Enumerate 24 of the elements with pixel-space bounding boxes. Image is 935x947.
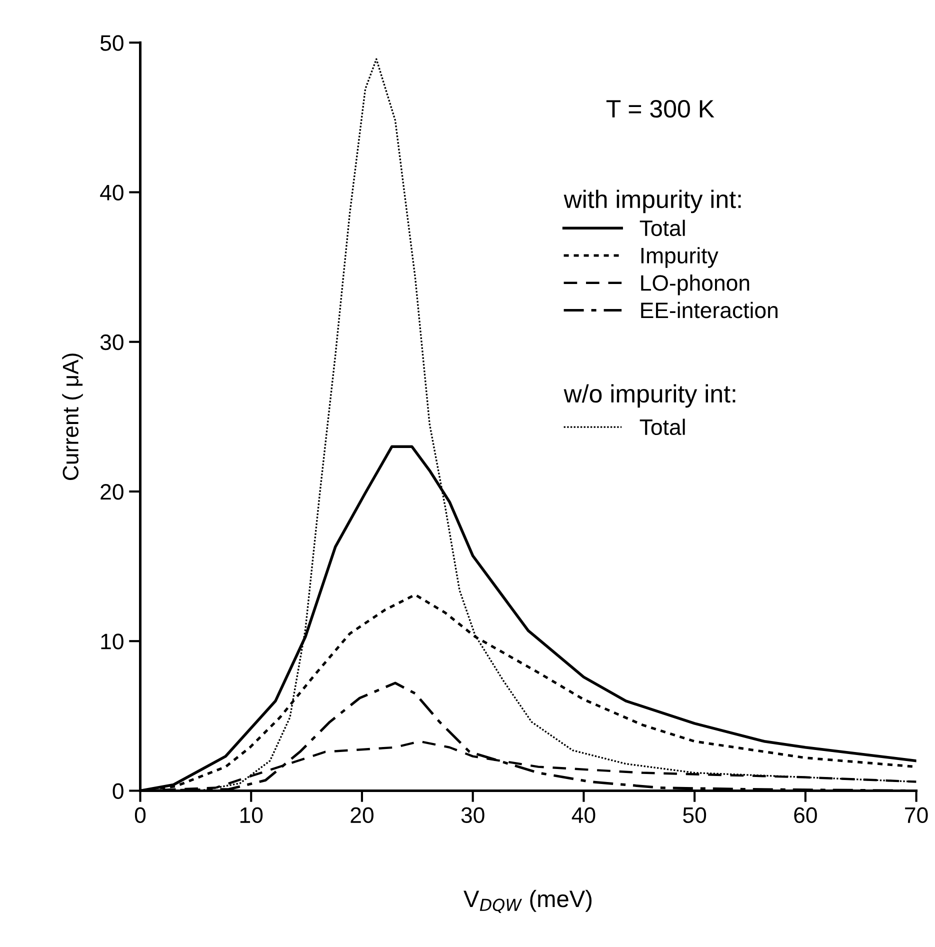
y-tick-label: 30 [100, 334, 124, 350]
y-axis-title: Current ( μA) [62, 354, 83, 480]
x-tick-label: 30 [461, 807, 484, 824]
x-tick-label: 70 [905, 807, 928, 824]
x-tick-label: 0 [134, 807, 146, 824]
y-tick-label: 10 [101, 634, 124, 650]
y-tick-label: 40 [100, 184, 124, 201]
annotation: T = 300 K [606, 100, 714, 118]
x-tick-label: 50 [683, 807, 706, 824]
y-tick-label: 20 [100, 484, 124, 500]
legend-label: Total [640, 418, 685, 436]
x-tick-label: 40 [572, 807, 596, 824]
x-tick-label: 10 [240, 807, 263, 824]
legend-label: Total [640, 220, 685, 236]
legend-title: with impurity int: [564, 190, 741, 214]
x-tick-label: 20 [350, 807, 374, 824]
x-axis-title: V$_{DQW}$ (meV) [464, 890, 592, 914]
legend-label: Impurity [641, 247, 718, 268]
y-tick-label: 0 [112, 783, 124, 800]
x-tick-label: 60 [794, 807, 817, 824]
legend-label: EE-interaction [641, 302, 778, 318]
y-tick-label: 50 [100, 35, 124, 51]
annotation: w/o impurity int: [564, 384, 736, 408]
legend-label: LO-phonon [641, 274, 750, 296]
